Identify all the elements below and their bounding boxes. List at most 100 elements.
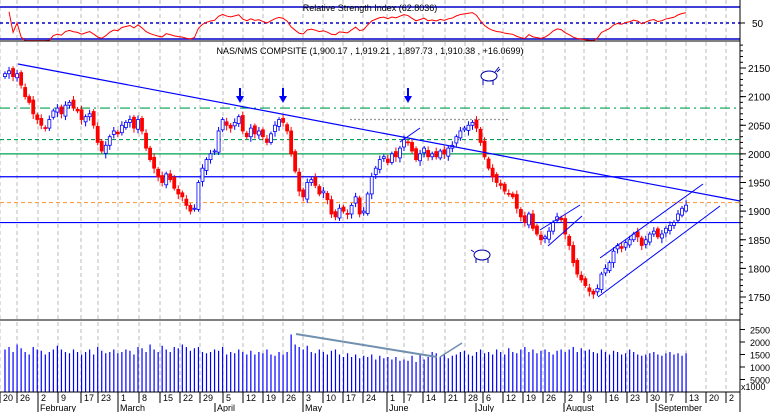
volume-label: 10000 bbox=[750, 363, 770, 373]
candle-down bbox=[281, 117, 285, 123]
volume-trend-line bbox=[295, 333, 438, 358]
date-label: 12 bbox=[506, 393, 516, 403]
candle-down bbox=[655, 228, 660, 238]
date-label: 9 bbox=[61, 393, 66, 403]
candle-up bbox=[208, 153, 213, 160]
candle-up bbox=[373, 167, 378, 175]
candle-down bbox=[406, 141, 410, 144]
date-label: 2 bbox=[41, 393, 46, 403]
candle-down bbox=[579, 274, 584, 281]
candle-down bbox=[156, 168, 161, 178]
candle-up bbox=[103, 144, 108, 154]
month-label: September bbox=[658, 403, 702, 412]
candle-up bbox=[422, 147, 427, 154]
rsi-label: 50 bbox=[752, 19, 764, 30]
candle-up bbox=[47, 119, 52, 129]
candle-down bbox=[510, 193, 515, 198]
candle-down bbox=[144, 132, 148, 149]
candle-down bbox=[132, 116, 136, 129]
candle-down bbox=[168, 173, 173, 181]
candle-up bbox=[377, 159, 382, 170]
volume-label: 20000 bbox=[750, 338, 770, 348]
date-label: 1 bbox=[121, 393, 126, 403]
date-label: 12 bbox=[246, 393, 256, 403]
candle-up bbox=[3, 73, 7, 77]
candle-down bbox=[486, 158, 491, 169]
candle-down bbox=[583, 278, 588, 286]
candle-up bbox=[446, 147, 451, 157]
candles bbox=[3, 66, 688, 299]
candle-down bbox=[115, 131, 120, 135]
date-label: 22 bbox=[183, 393, 193, 403]
candle-up bbox=[87, 113, 92, 118]
date-label: 30 bbox=[650, 393, 660, 403]
date-label: 5 bbox=[226, 393, 231, 403]
candle-up bbox=[659, 233, 664, 239]
candle-up bbox=[438, 150, 443, 159]
candle-up bbox=[349, 204, 354, 215]
date-label: 6 bbox=[486, 393, 491, 403]
date-label: 9 bbox=[587, 393, 592, 403]
candle-down bbox=[31, 99, 36, 115]
candle-up bbox=[212, 150, 217, 153]
volume-bars bbox=[4, 333, 687, 392]
price-label: 2000 bbox=[748, 150, 770, 161]
candle-up bbox=[402, 139, 406, 148]
candle-up bbox=[136, 119, 140, 130]
candle-up bbox=[430, 153, 435, 158]
date-label: 15 bbox=[163, 393, 173, 403]
downtrend-line bbox=[17, 63, 741, 202]
candle-up bbox=[55, 107, 60, 113]
candle-down bbox=[341, 206, 346, 212]
candle-down bbox=[559, 217, 564, 221]
candle-down bbox=[333, 211, 338, 218]
candle-up bbox=[200, 167, 205, 182]
candle-up bbox=[611, 250, 616, 264]
price-label: 1900 bbox=[748, 207, 770, 218]
price-title: NAS/NMS COMPSITE (1,900.17 , 1,919.21 , … bbox=[217, 46, 524, 56]
candle-up bbox=[353, 196, 358, 204]
date-label: 19 bbox=[266, 393, 276, 403]
candle-down bbox=[152, 156, 157, 169]
candle-down bbox=[410, 142, 414, 152]
date-label: 24 bbox=[366, 393, 376, 403]
candle-up bbox=[398, 147, 402, 159]
candle-down bbox=[59, 106, 64, 115]
month-label: May bbox=[305, 403, 323, 412]
volume-label: 5000 bbox=[750, 376, 770, 386]
candle-down bbox=[325, 192, 330, 201]
candle-down bbox=[75, 108, 80, 112]
flag-line bbox=[547, 215, 583, 247]
candle-down bbox=[442, 149, 447, 155]
candle-up bbox=[119, 124, 124, 134]
date-label: 8 bbox=[142, 393, 147, 403]
date-label: 20 bbox=[3, 393, 13, 403]
month-label: July bbox=[478, 403, 495, 412]
candle-up bbox=[643, 239, 648, 245]
candle-down bbox=[385, 158, 390, 163]
candle-up bbox=[305, 182, 310, 200]
candle-up bbox=[418, 153, 422, 162]
candle-up bbox=[668, 225, 672, 231]
candle-up bbox=[381, 156, 386, 159]
candle-up bbox=[462, 127, 467, 131]
candle-up bbox=[277, 119, 281, 127]
candle-up bbox=[458, 130, 463, 139]
date-label: 2 bbox=[729, 393, 734, 403]
candle-up bbox=[192, 207, 197, 210]
candle-up bbox=[220, 119, 225, 131]
month-label: August bbox=[566, 403, 595, 412]
candle-down bbox=[19, 72, 24, 86]
candle-down bbox=[240, 115, 245, 132]
candle-down bbox=[490, 167, 495, 178]
candle-down bbox=[494, 174, 499, 183]
candle-down bbox=[43, 127, 48, 129]
date-label: 21 bbox=[448, 393, 458, 403]
date-label: 3 bbox=[306, 393, 311, 403]
candle-down bbox=[244, 132, 249, 138]
date-label: 23 bbox=[101, 393, 111, 403]
candle-down bbox=[224, 121, 229, 126]
candle-down bbox=[587, 287, 592, 292]
candle-down bbox=[426, 150, 431, 158]
candle-up bbox=[684, 204, 688, 212]
